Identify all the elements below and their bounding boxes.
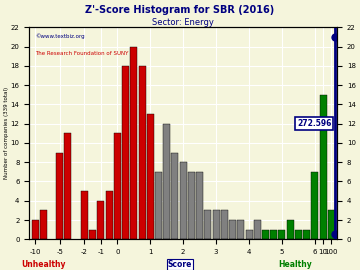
Bar xyxy=(163,124,170,239)
Text: Unhealthy: Unhealthy xyxy=(21,260,66,269)
Bar xyxy=(89,230,96,239)
Text: The Research Foundation of SUNY: The Research Foundation of SUNY xyxy=(35,51,129,56)
Bar xyxy=(155,172,162,239)
Text: Healthy: Healthy xyxy=(278,260,312,269)
Bar xyxy=(221,210,228,239)
Bar xyxy=(311,172,318,239)
Bar xyxy=(64,133,72,239)
Bar xyxy=(114,133,121,239)
Bar xyxy=(122,66,129,239)
Bar xyxy=(246,230,252,239)
Bar xyxy=(270,230,277,239)
Bar xyxy=(188,172,195,239)
Text: 272.596: 272.596 xyxy=(297,119,331,128)
Y-axis label: Number of companies (339 total): Number of companies (339 total) xyxy=(4,87,9,179)
Bar xyxy=(279,230,285,239)
Bar xyxy=(237,220,244,239)
Text: ©www.textbiz.org: ©www.textbiz.org xyxy=(35,34,85,39)
Bar xyxy=(81,191,88,239)
Bar xyxy=(147,114,154,239)
Bar xyxy=(213,210,220,239)
Bar xyxy=(32,220,39,239)
Bar xyxy=(204,210,211,239)
Bar xyxy=(40,210,47,239)
Bar xyxy=(180,162,187,239)
Bar xyxy=(287,220,294,239)
Bar xyxy=(262,230,269,239)
Bar xyxy=(56,153,63,239)
Bar xyxy=(171,153,179,239)
Bar xyxy=(295,230,302,239)
Text: Score: Score xyxy=(168,260,192,269)
Bar xyxy=(320,95,327,239)
Bar xyxy=(98,201,104,239)
Bar xyxy=(328,210,335,239)
Title: Sector: Energy: Sector: Energy xyxy=(152,18,214,27)
Bar xyxy=(139,66,145,239)
Bar xyxy=(303,230,310,239)
Bar xyxy=(254,220,261,239)
Bar xyxy=(130,47,137,239)
Bar xyxy=(229,220,236,239)
Bar xyxy=(105,191,113,239)
Bar xyxy=(196,172,203,239)
Text: Z'-Score Histogram for SBR (2016): Z'-Score Histogram for SBR (2016) xyxy=(85,5,275,15)
